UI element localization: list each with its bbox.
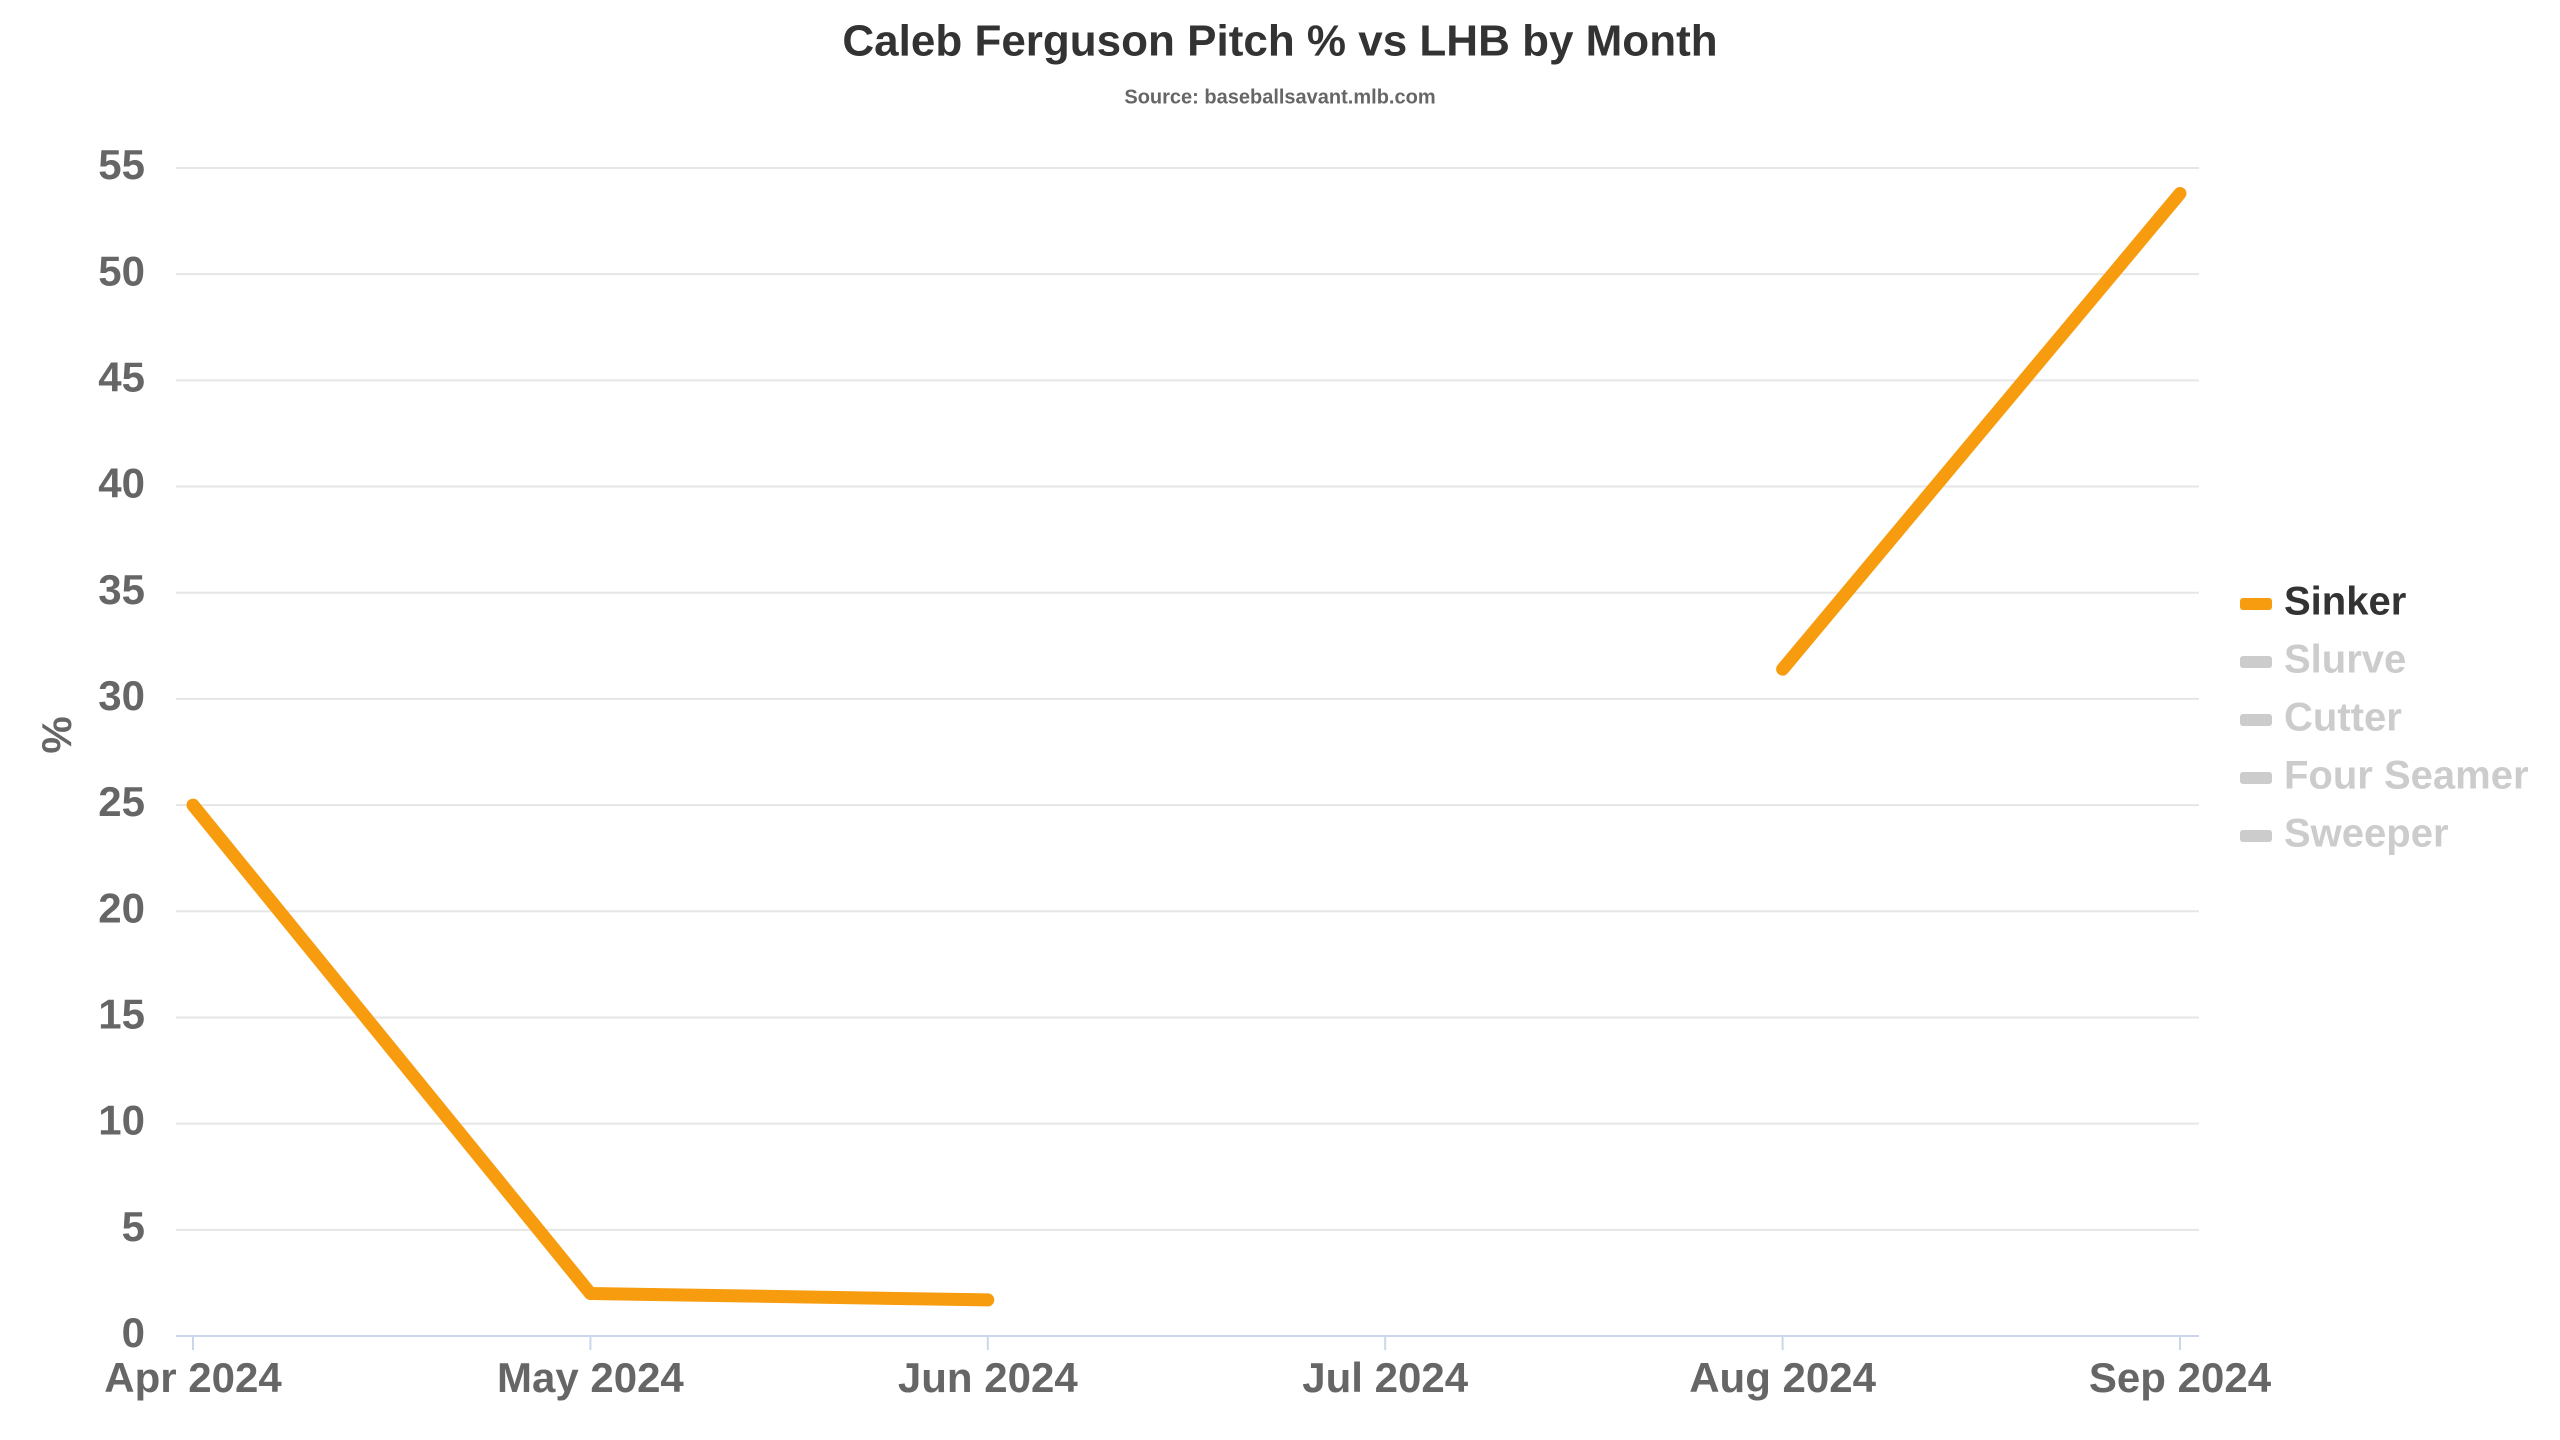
legend-swatch: [2240, 772, 2272, 784]
y-axis-label: %: [33, 716, 80, 753]
x-tick-label: Jun 2024: [898, 1354, 1078, 1401]
legend-swatch: [2240, 656, 2272, 668]
legend-label: Slurve: [2284, 638, 2406, 682]
y-tick-label: 35: [98, 566, 145, 613]
y-tick-label: 10: [98, 1097, 145, 1144]
series-line: [1776, 186, 2187, 676]
legend-swatch: [2240, 830, 2272, 842]
x-tick-label: Jul 2024: [1302, 1354, 1468, 1401]
y-tick-label: 50: [98, 247, 145, 294]
y-tick-label: 30: [98, 672, 145, 719]
legend-label: Four Seamer: [2284, 754, 2529, 798]
y-tick-label: 40: [98, 460, 145, 507]
y-tick-label: 20: [98, 884, 145, 931]
chart-subtitle: Source: baseballsavant.mlb.com: [1124, 86, 1435, 108]
legend-swatch: [2240, 714, 2272, 726]
legend-label: Sweeper: [2284, 812, 2449, 856]
y-tick-label: 55: [98, 141, 145, 188]
legend-label: Sinker: [2284, 580, 2406, 624]
x-tick-label: Aug 2024: [1689, 1354, 1876, 1401]
y-tick-label: 0: [122, 1309, 145, 1356]
x-tick-label: Sep 2024: [2089, 1354, 2272, 1401]
x-tick-label: Apr 2024: [104, 1354, 282, 1401]
y-tick-label: 45: [98, 353, 145, 400]
legend-label: Cutter: [2284, 696, 2402, 740]
chart-title: Caleb Ferguson Pitch % vs LHB by Month: [842, 17, 1717, 66]
series-line: [186, 798, 995, 1307]
y-tick-label: 5: [122, 1203, 145, 1250]
y-tick-label: 15: [98, 991, 145, 1038]
x-tick-label: May 2024: [497, 1354, 684, 1401]
legend-swatch: [2240, 598, 2272, 610]
y-tick-label: 25: [98, 778, 145, 825]
